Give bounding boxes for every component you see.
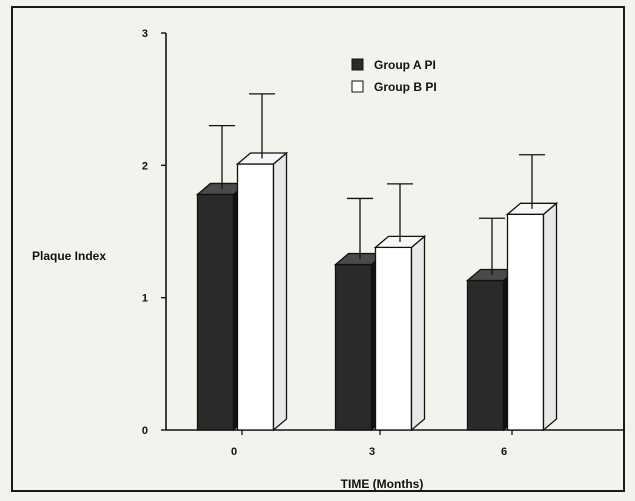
bar	[334, 263, 373, 431]
y-tick-label: 3	[142, 28, 148, 40]
bar-side	[542, 201, 558, 432]
y-ticks: 0 1 2 3	[142, 28, 166, 437]
y-tick-label: 2	[142, 160, 148, 172]
bar-group	[373, 183, 427, 432]
x-tick-label: 6	[501, 446, 507, 458]
y-axis-label: Plaque Index	[32, 249, 106, 263]
x-axis-label: TIME (Months)	[341, 477, 424, 491]
legend: Group A PI Group B PI	[351, 58, 437, 94]
bar-side	[272, 151, 288, 432]
bar-group	[505, 154, 559, 432]
legend-swatch-group-b	[351, 80, 364, 93]
x-tick-label: 3	[369, 446, 375, 458]
legend-label-group-a: Group A PI	[374, 58, 436, 72]
x-tick-label: 0	[231, 446, 237, 458]
bar-group	[235, 93, 289, 432]
bar	[374, 246, 413, 431]
bar-side	[410, 234, 426, 432]
chart-frame	[11, 6, 625, 492]
legend-swatch-group-a	[351, 58, 364, 71]
y-tick-label: 0	[142, 425, 148, 437]
bars	[195, 93, 559, 432]
x-ticks: 0 3 6	[231, 430, 513, 458]
legend-label-group-b: Group B PI	[374, 80, 437, 94]
bar	[506, 213, 545, 431]
bar	[196, 193, 235, 431]
y-tick-label: 1	[142, 293, 148, 305]
bar	[236, 163, 275, 431]
bar	[466, 279, 505, 431]
